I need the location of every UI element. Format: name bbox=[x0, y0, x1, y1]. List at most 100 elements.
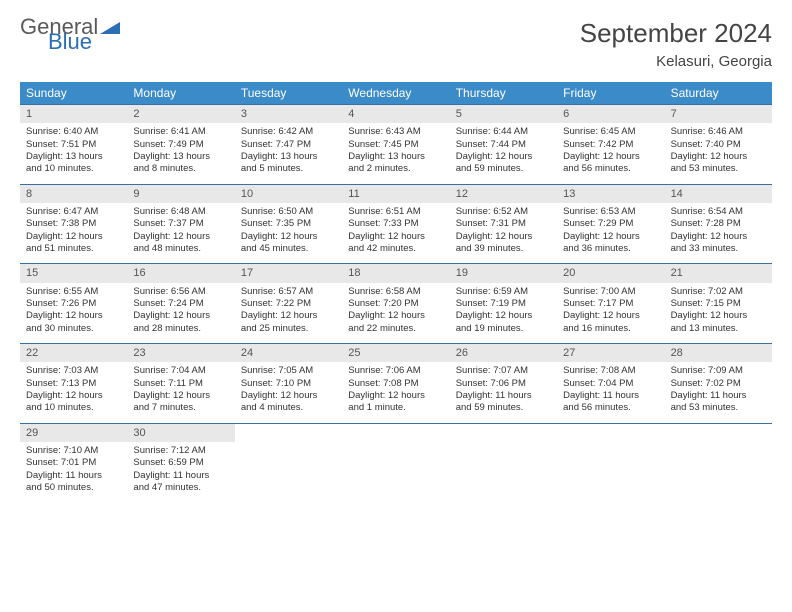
daylight-text: Daylight: 12 hours bbox=[456, 310, 551, 322]
daylight-text: and 30 minutes. bbox=[26, 323, 121, 335]
day-number: 19 bbox=[450, 264, 557, 282]
day-number: 7 bbox=[665, 105, 772, 123]
day-number: 21 bbox=[665, 264, 772, 282]
day-cell: 12Sunrise: 6:52 AMSunset: 7:31 PMDayligh… bbox=[450, 185, 557, 264]
daylight-text: Daylight: 12 hours bbox=[671, 151, 766, 163]
daylight-text: Daylight: 12 hours bbox=[241, 390, 336, 402]
day-cell bbox=[235, 424, 342, 503]
day-cell: 26Sunrise: 7:07 AMSunset: 7:06 PMDayligh… bbox=[450, 344, 557, 423]
daylight-text: Daylight: 12 hours bbox=[241, 231, 336, 243]
sunset-text: Sunset: 7:10 PM bbox=[241, 378, 336, 390]
week-row: 22Sunrise: 7:03 AMSunset: 7:13 PMDayligh… bbox=[20, 343, 772, 423]
sunrise-text: Sunrise: 6:50 AM bbox=[241, 206, 336, 218]
daylight-text: and 1 minute. bbox=[348, 402, 443, 414]
daylight-text: and 50 minutes. bbox=[26, 482, 121, 494]
day-cell: 9Sunrise: 6:48 AMSunset: 7:37 PMDaylight… bbox=[127, 185, 234, 264]
weekday-header: Sunday Monday Tuesday Wednesday Thursday… bbox=[20, 82, 772, 104]
day-body: Sunrise: 7:05 AMSunset: 7:10 PMDaylight:… bbox=[235, 362, 342, 422]
daylight-text: Daylight: 13 hours bbox=[133, 151, 228, 163]
daylight-text: and 45 minutes. bbox=[241, 243, 336, 255]
day-cell: 4Sunrise: 6:43 AMSunset: 7:45 PMDaylight… bbox=[342, 105, 449, 184]
weekday-mon: Monday bbox=[127, 82, 234, 104]
day-cell: 5Sunrise: 6:44 AMSunset: 7:44 PMDaylight… bbox=[450, 105, 557, 184]
weekday-sat: Saturday bbox=[665, 82, 772, 104]
sunrise-text: Sunrise: 6:59 AM bbox=[456, 286, 551, 298]
sunrise-text: Sunrise: 6:48 AM bbox=[133, 206, 228, 218]
daylight-text: Daylight: 12 hours bbox=[563, 151, 658, 163]
week-row: 1Sunrise: 6:40 AMSunset: 7:51 PMDaylight… bbox=[20, 104, 772, 184]
sunrise-text: Sunrise: 6:58 AM bbox=[348, 286, 443, 298]
daylight-text: Daylight: 12 hours bbox=[133, 390, 228, 402]
day-cell: 23Sunrise: 7:04 AMSunset: 7:11 PMDayligh… bbox=[127, 344, 234, 423]
sunrise-text: Sunrise: 7:04 AM bbox=[133, 365, 228, 377]
sunset-text: Sunset: 7:20 PM bbox=[348, 298, 443, 310]
sunset-text: Sunset: 7:08 PM bbox=[348, 378, 443, 390]
day-cell: 17Sunrise: 6:57 AMSunset: 7:22 PMDayligh… bbox=[235, 264, 342, 343]
sunset-text: Sunset: 7:11 PM bbox=[133, 378, 228, 390]
day-body: Sunrise: 6:46 AMSunset: 7:40 PMDaylight:… bbox=[665, 123, 772, 183]
sunset-text: Sunset: 7:42 PM bbox=[563, 139, 658, 151]
day-cell: 7Sunrise: 6:46 AMSunset: 7:40 PMDaylight… bbox=[665, 105, 772, 184]
daylight-text: Daylight: 12 hours bbox=[348, 310, 443, 322]
day-body bbox=[665, 428, 772, 478]
weekday-wed: Wednesday bbox=[342, 82, 449, 104]
sunset-text: Sunset: 7:28 PM bbox=[671, 218, 766, 230]
sunrise-text: Sunrise: 7:07 AM bbox=[456, 365, 551, 377]
day-body: Sunrise: 6:56 AMSunset: 7:24 PMDaylight:… bbox=[127, 283, 234, 343]
daylight-text: Daylight: 13 hours bbox=[348, 151, 443, 163]
day-number: 11 bbox=[342, 185, 449, 203]
sunset-text: Sunset: 7:40 PM bbox=[671, 139, 766, 151]
day-body: Sunrise: 7:12 AMSunset: 6:59 PMDaylight:… bbox=[127, 442, 234, 502]
day-cell: 16Sunrise: 6:56 AMSunset: 7:24 PMDayligh… bbox=[127, 264, 234, 343]
sunrise-text: Sunrise: 7:02 AM bbox=[671, 286, 766, 298]
day-number: 12 bbox=[450, 185, 557, 203]
day-number: 24 bbox=[235, 344, 342, 362]
day-body: Sunrise: 7:03 AMSunset: 7:13 PMDaylight:… bbox=[20, 362, 127, 422]
day-number: 25 bbox=[342, 344, 449, 362]
sunrise-text: Sunrise: 7:09 AM bbox=[671, 365, 766, 377]
sunrise-text: Sunrise: 6:57 AM bbox=[241, 286, 336, 298]
day-number: 18 bbox=[342, 264, 449, 282]
page-title: September 2024 bbox=[580, 18, 772, 49]
daylight-text: and 56 minutes. bbox=[563, 163, 658, 175]
day-body: Sunrise: 6:55 AMSunset: 7:26 PMDaylight:… bbox=[20, 283, 127, 343]
daylight-text: and 48 minutes. bbox=[133, 243, 228, 255]
sunset-text: Sunset: 7:01 PM bbox=[26, 457, 121, 469]
day-body: Sunrise: 6:41 AMSunset: 7:49 PMDaylight:… bbox=[127, 123, 234, 183]
daylight-text: and 59 minutes. bbox=[456, 163, 551, 175]
sunset-text: Sunset: 7:31 PM bbox=[456, 218, 551, 230]
sunrise-text: Sunrise: 6:42 AM bbox=[241, 126, 336, 138]
sunrise-text: Sunrise: 7:00 AM bbox=[563, 286, 658, 298]
sunset-text: Sunset: 7:49 PM bbox=[133, 139, 228, 151]
daylight-text: Daylight: 12 hours bbox=[133, 231, 228, 243]
daylight-text: and 22 minutes. bbox=[348, 323, 443, 335]
daylight-text: Daylight: 11 hours bbox=[26, 470, 121, 482]
day-body: Sunrise: 6:42 AMSunset: 7:47 PMDaylight:… bbox=[235, 123, 342, 183]
daylight-text: and 51 minutes. bbox=[26, 243, 121, 255]
day-cell bbox=[665, 424, 772, 503]
day-body: Sunrise: 6:40 AMSunset: 7:51 PMDaylight:… bbox=[20, 123, 127, 183]
day-body: Sunrise: 6:59 AMSunset: 7:19 PMDaylight:… bbox=[450, 283, 557, 343]
day-cell: 22Sunrise: 7:03 AMSunset: 7:13 PMDayligh… bbox=[20, 344, 127, 423]
daylight-text: and 53 minutes. bbox=[671, 163, 766, 175]
daylight-text: Daylight: 12 hours bbox=[456, 151, 551, 163]
day-body: Sunrise: 6:53 AMSunset: 7:29 PMDaylight:… bbox=[557, 203, 664, 263]
daylight-text: Daylight: 11 hours bbox=[563, 390, 658, 402]
day-number: 16 bbox=[127, 264, 234, 282]
sunset-text: Sunset: 7:26 PM bbox=[26, 298, 121, 310]
daylight-text: and 39 minutes. bbox=[456, 243, 551, 255]
day-number: 15 bbox=[20, 264, 127, 282]
day-cell: 3Sunrise: 6:42 AMSunset: 7:47 PMDaylight… bbox=[235, 105, 342, 184]
day-number: 4 bbox=[342, 105, 449, 123]
sunrise-text: Sunrise: 6:56 AM bbox=[133, 286, 228, 298]
day-body: Sunrise: 6:51 AMSunset: 7:33 PMDaylight:… bbox=[342, 203, 449, 263]
daylight-text: and 2 minutes. bbox=[348, 163, 443, 175]
day-number: 17 bbox=[235, 264, 342, 282]
daylight-text: and 10 minutes. bbox=[26, 163, 121, 175]
sunrise-text: Sunrise: 6:46 AM bbox=[671, 126, 766, 138]
day-cell: 19Sunrise: 6:59 AMSunset: 7:19 PMDayligh… bbox=[450, 264, 557, 343]
day-cell: 8Sunrise: 6:47 AMSunset: 7:38 PMDaylight… bbox=[20, 185, 127, 264]
weekday-sun: Sunday bbox=[20, 82, 127, 104]
sunset-text: Sunset: 7:33 PM bbox=[348, 218, 443, 230]
daylight-text: Daylight: 11 hours bbox=[456, 390, 551, 402]
